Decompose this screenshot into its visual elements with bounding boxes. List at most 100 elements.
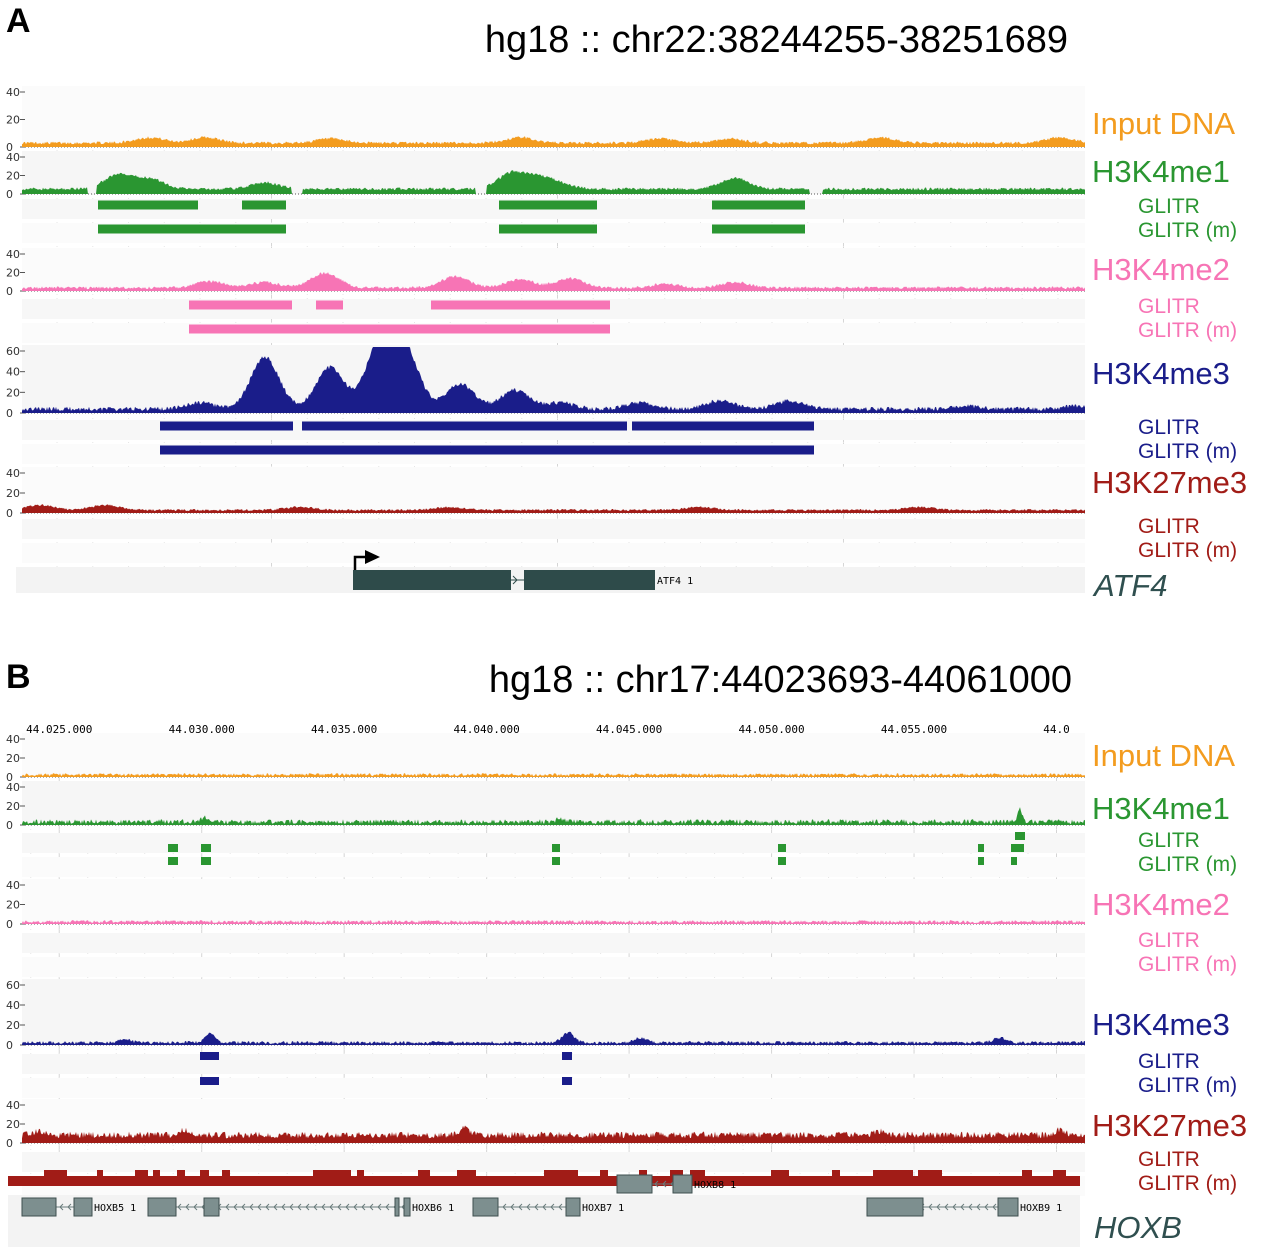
- y-tick-label: 20: [6, 800, 20, 813]
- glitr-feature: [189, 300, 292, 310]
- glitr-label: GLITR: [1138, 1050, 1200, 1073]
- input-signal: [22, 773, 1085, 777]
- glitr-feature: [44, 1170, 67, 1178]
- glitr-feature: [562, 1052, 572, 1060]
- feature-row: [22, 857, 1085, 877]
- glitr-feature: [1022, 1170, 1032, 1178]
- track-input: 40 20 0 Input DNA: [6, 86, 1235, 154]
- strand-chevron: [944, 1203, 949, 1211]
- glitr-feature: [978, 844, 984, 852]
- glitr-feature: [552, 857, 560, 865]
- coordinate-label: 44,040,000: [454, 723, 520, 736]
- coordinate-label: 44,055,000: [881, 723, 947, 736]
- strand-chevron: [185, 1203, 190, 1211]
- track-background: [22, 467, 1085, 513]
- glitr-feature: [978, 857, 984, 865]
- y-tick-label: 60: [6, 345, 20, 358]
- feature-row: [22, 933, 1085, 953]
- gene-label: HOXB9 1: [1020, 1203, 1062, 1214]
- track-name: Input DNA: [1092, 738, 1235, 773]
- glitr-feature: [431, 300, 610, 310]
- strand-chevron: [526, 1203, 531, 1211]
- feature-row: [22, 1078, 1085, 1098]
- feature-row: [22, 1152, 1085, 1172]
- glitr-feature: [201, 844, 211, 852]
- strand-chevron: [59, 1203, 64, 1211]
- glitr-feature: [670, 1170, 683, 1178]
- glitr-label: GLITR: [1138, 295, 1200, 318]
- strand-chevron: [241, 1203, 246, 1211]
- feature-row: [22, 833, 1085, 853]
- strand-chevron: [542, 1203, 547, 1211]
- gene-label: HOXB5 1: [94, 1203, 136, 1214]
- strand-chevron: [321, 1203, 326, 1211]
- strand-chevron: [193, 1203, 198, 1211]
- gene-name: ATF4: [1092, 568, 1168, 603]
- h3k4me3-signal: [22, 347, 1085, 413]
- gene-exon: [997, 1197, 1019, 1217]
- coordinate-label: 44,030,000: [169, 723, 235, 736]
- y-tick-label: 40: [6, 1099, 20, 1112]
- strand-chevron: [510, 1203, 515, 1211]
- feature-row: [22, 1054, 1085, 1074]
- glitr-feature: [1015, 832, 1025, 840]
- y-tick-label: 20: [6, 170, 20, 183]
- gene-exon: [565, 1197, 581, 1217]
- tss-arrow: [353, 555, 366, 570]
- gene-exon: [616, 1174, 653, 1194]
- y-tick-label: 20: [6, 386, 20, 399]
- y-tick-label: 40: [6, 467, 20, 480]
- y-tick-label: 40: [6, 733, 20, 746]
- track-name: H3K27me3: [1092, 465, 1247, 500]
- y-tick-label: 0: [6, 1039, 13, 1052]
- glitr-feature: [712, 224, 805, 234]
- strand-chevron: [550, 1203, 555, 1211]
- glitr-feature: [97, 1170, 103, 1178]
- glitr-m-label: GLITR (m): [1138, 319, 1237, 342]
- y-tick-label: 0: [6, 918, 13, 931]
- glitr-feature: [200, 1052, 219, 1060]
- glitr-label: GLITR: [1138, 929, 1200, 952]
- panel-letter: B: [6, 658, 31, 696]
- glitr-feature: [690, 1170, 705, 1178]
- glitr-label: GLITR: [1138, 515, 1200, 538]
- strand-chevron: [377, 1203, 382, 1211]
- panel-title: hg18 :: chr22:38244255-38251689: [485, 19, 1068, 61]
- panel-letter: A: [6, 2, 31, 40]
- strand-chevron: [67, 1203, 72, 1211]
- coordinate-label: 44,0: [1043, 723, 1070, 736]
- track-name: H3K4me1: [1092, 791, 1230, 826]
- y-tick-label: 0: [6, 407, 13, 420]
- glitr-feature: [177, 1170, 185, 1178]
- glitr-feature: [600, 1170, 608, 1178]
- y-tick-label: 20: [6, 487, 20, 500]
- track-name: H3K4me2: [1092, 887, 1230, 922]
- glitr-feature: [357, 1170, 364, 1178]
- y-tick-label: 0: [6, 819, 13, 832]
- glitr-feature: [189, 324, 610, 334]
- glitr-feature: [562, 1077, 572, 1085]
- strand-chevron: [225, 1203, 230, 1211]
- gene-name: HOXB: [1094, 1210, 1182, 1245]
- glitr-feature: [418, 1170, 430, 1178]
- glitr-feature: [499, 224, 597, 234]
- feature-row: [22, 957, 1085, 977]
- glitr-feature: [712, 200, 805, 210]
- input-signal: [22, 136, 1085, 147]
- glitr-m-label: GLITR (m): [1138, 1074, 1237, 1097]
- strand-chevron: [281, 1203, 286, 1211]
- y-tick-label: 20: [6, 1019, 20, 1032]
- y-tick-label: 60: [6, 979, 20, 992]
- glitr-m-label: GLITR (m): [1138, 1172, 1237, 1195]
- glitr-feature: [552, 844, 560, 852]
- strand-chevron: [265, 1203, 270, 1211]
- glitr-feature: [200, 1170, 209, 1178]
- y-tick-label: 0: [6, 141, 13, 154]
- y-tick-label: 40: [6, 366, 20, 379]
- glitr-feature: [201, 857, 211, 865]
- y-tick-label: 40: [6, 151, 20, 164]
- y-tick-label: 0: [6, 771, 13, 784]
- glitr-m-label: GLITR (m): [1138, 539, 1237, 562]
